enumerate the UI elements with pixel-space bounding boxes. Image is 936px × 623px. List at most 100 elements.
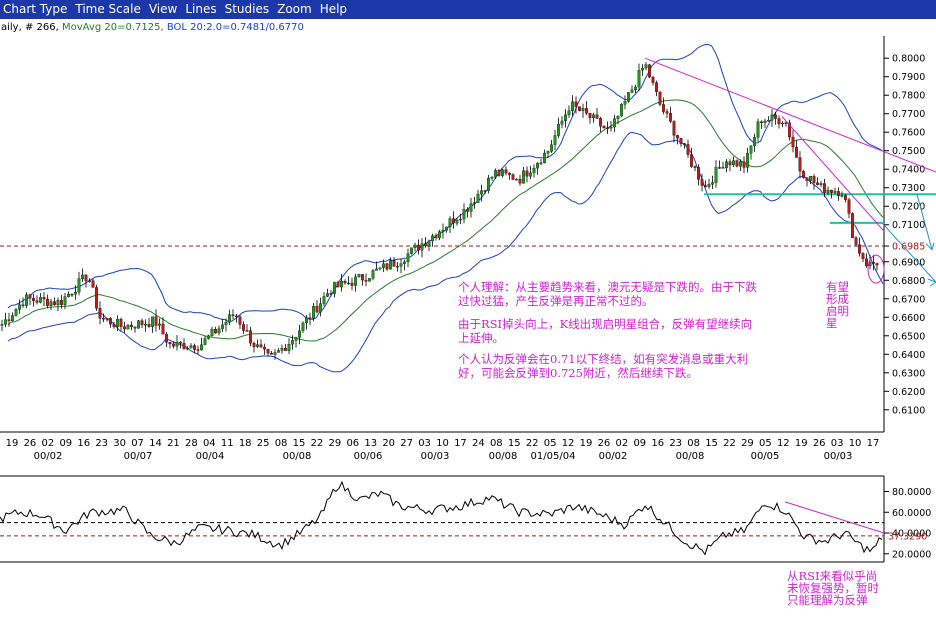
time-day-label: 14 [149, 438, 162, 449]
candle-body [228, 314, 231, 323]
menu-studies[interactable]: Studies [224, 2, 270, 16]
menu-time-scale[interactable]: Time Scale [75, 2, 141, 16]
candle-body [714, 167, 718, 183]
candle-body [749, 145, 753, 154]
candle-body [445, 226, 448, 231]
rsi-tick-label: 80.0000 [892, 487, 931, 498]
candle-body [32, 298, 35, 301]
candle-body [74, 291, 77, 295]
rsi-note-line-1: 从RSI来看似乎尚 [787, 569, 878, 583]
candle-body [595, 114, 599, 119]
candle-body [263, 346, 266, 350]
candle-body [375, 268, 378, 271]
candle-body [322, 296, 326, 304]
candle-body [571, 101, 574, 111]
candle-body [700, 179, 704, 186]
candle-body [476, 194, 480, 203]
annotation-note-3: 个人认为反弹会在0.71以下终结，如有突发消息或重大利好，可能会反弹到0.725… [458, 352, 749, 380]
chart-info-bar: aily, # 266, MovAvg 20=0.7125, BOL 20:2.… [0, 19, 936, 36]
time-day-label: 30 [113, 438, 126, 449]
candle-body [518, 179, 522, 184]
candle-body [641, 67, 644, 71]
candle-body [105, 318, 109, 320]
candle-body [207, 335, 210, 339]
candle-body [459, 218, 462, 221]
candle-body [847, 199, 851, 214]
candle-body [662, 104, 665, 112]
price-tick-label: 0.7500 [892, 146, 925, 157]
candle-body [343, 280, 347, 284]
candle-body [287, 344, 291, 351]
candle-body [49, 301, 53, 306]
candle-body [434, 235, 438, 238]
candle-body [98, 308, 102, 319]
menu-lines[interactable]: Lines [185, 2, 217, 16]
menu-view[interactable]: View [148, 2, 178, 16]
menu-zoom[interactable]: Zoom [277, 2, 312, 16]
trendline-major [644, 57, 936, 173]
time-day-label: 17 [454, 438, 467, 449]
arrow-up-target [916, 194, 935, 251]
candle-body [350, 282, 354, 286]
candle-body [270, 352, 273, 355]
candle-body [697, 167, 700, 180]
candle-body [67, 294, 70, 297]
price-tick-label: 0.6800 [892, 276, 925, 287]
candle-body [102, 318, 105, 320]
candle-body [109, 318, 112, 325]
time-month-label: 00/08 [489, 451, 518, 462]
rsi-panel: 80.0000 60.0000 40.0000 20.0000 37.3290 [0, 475, 931, 563]
candle-body [830, 189, 833, 193]
time-axis: 19 26 02 09 16 23 30 07 14 21 28 04 11 18 25 08 15 22 29 06… [6, 438, 880, 462]
candle-body [151, 316, 154, 327]
time-month-label: 00/08 [283, 451, 312, 462]
candle-body [294, 337, 298, 341]
candle-body [182, 343, 186, 350]
candle-body [238, 316, 242, 325]
candle-body [616, 115, 620, 119]
price-tick-label: 0.7200 [892, 202, 925, 213]
candle-body [672, 121, 676, 136]
time-day-label: 03 [418, 438, 431, 449]
price-tick-label: 0.6900 [892, 257, 925, 268]
menu-chart-type[interactable]: Chart Type [3, 2, 68, 16]
candle-body [539, 162, 543, 165]
candle-body [231, 314, 235, 317]
candle-body [466, 209, 469, 212]
time-day-label: 06 [346, 438, 359, 449]
symbol-label: aily, # 266, [1, 22, 59, 33]
candle-body [403, 261, 406, 264]
candle-body [193, 345, 196, 350]
time-day-label: 19 [580, 438, 593, 449]
candle-body [777, 118, 781, 125]
candle-body [480, 190, 483, 195]
candle-body [623, 101, 627, 105]
candle-body [707, 184, 711, 187]
candle-body [221, 324, 224, 329]
time-day-label: 22 [723, 438, 736, 449]
candle-body [739, 161, 742, 167]
candle-body [606, 127, 609, 129]
menu-help[interactable]: Help [319, 2, 348, 16]
rsi-tick-label: 60.0000 [892, 508, 931, 519]
arrow-down-target [881, 222, 936, 287]
candle-body [382, 263, 385, 268]
candle-body [805, 177, 809, 181]
candle-body [525, 170, 529, 177]
candle-body [340, 280, 343, 288]
candle-body [413, 244, 417, 248]
time-day-label: 24 [472, 438, 485, 449]
morning-star-line-2: 形成 [826, 292, 849, 306]
candle-body [410, 247, 413, 254]
time-day-label: 08 [490, 438, 503, 449]
candle-body [795, 146, 798, 158]
candle-body [42, 297, 46, 300]
candle-body [291, 340, 294, 345]
candle-body [532, 167, 536, 174]
candle-body [553, 135, 557, 145]
annotation-rsi-note: 从RSI来看似乎尚 未恢复强势，暂时 只能理解为反弹 [787, 570, 927, 606]
horizontal-lines [0, 193, 936, 247]
candle-body [389, 260, 392, 270]
time-day-label: 26 [813, 438, 826, 449]
candle-body [214, 329, 217, 334]
